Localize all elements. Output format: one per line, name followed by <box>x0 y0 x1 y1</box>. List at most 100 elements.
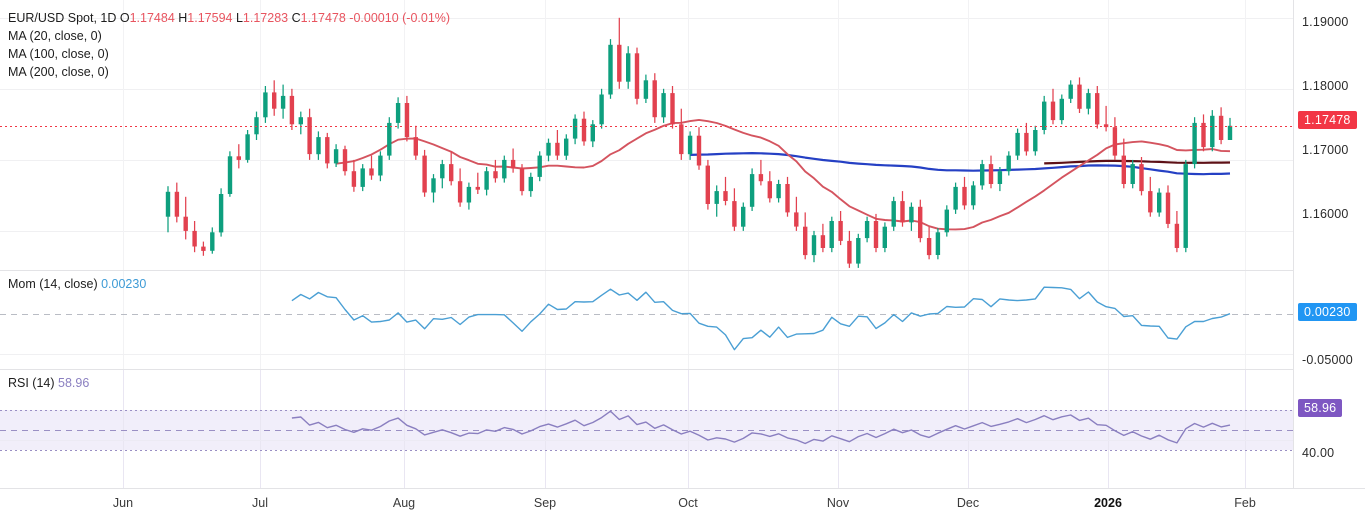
candle-body <box>351 171 357 187</box>
time-label-2026: 2026 <box>1094 496 1122 510</box>
candle-body <box>900 201 905 223</box>
candle-body <box>794 212 799 227</box>
candle-body <box>369 168 374 176</box>
current-price-badge: 1.17478 <box>1298 111 1357 129</box>
candle-body <box>555 142 560 156</box>
candle-body <box>1006 155 1011 172</box>
candle-body <box>1148 191 1153 213</box>
candle-body <box>581 118 587 142</box>
candle-body <box>617 44 622 82</box>
time-label-jun: Jun <box>112 496 134 510</box>
candle-body <box>1068 84 1073 99</box>
panel-divider-1 <box>0 270 1365 271</box>
candle-body <box>1059 98 1064 121</box>
candle-body <box>484 171 489 190</box>
candle-body <box>758 174 764 182</box>
candle-body <box>732 201 737 227</box>
candle-body <box>988 164 994 184</box>
candle-body <box>634 53 640 99</box>
time-axis[interactable]: Jun Jul Aug Sep Oct Nov Dec 2026 Feb <box>0 488 1365 519</box>
candle-body <box>546 142 551 156</box>
candle-body <box>245 134 250 160</box>
candle-body <box>457 181 463 203</box>
candle-body <box>165 191 171 217</box>
candle-body <box>192 230 197 247</box>
candle-body <box>564 138 569 156</box>
candle-body <box>997 171 1003 184</box>
price-panel[interactable] <box>0 0 1293 270</box>
candle-body <box>236 156 241 160</box>
candle-body <box>493 171 498 179</box>
candle-body <box>1050 101 1056 121</box>
candle-body <box>174 191 180 217</box>
candle-body <box>652 80 657 118</box>
candle-body <box>643 80 649 99</box>
axis-label-117: 1.17000 <box>1302 143 1349 157</box>
candle-body <box>962 186 967 206</box>
candle-body <box>679 124 684 155</box>
rsi-panel[interactable] <box>0 370 1293 488</box>
price-plot[interactable] <box>0 0 1293 270</box>
momentum-plot[interactable] <box>0 271 1293 369</box>
candle-body <box>502 159 507 179</box>
candle-body <box>431 178 436 193</box>
candle-body <box>1077 84 1082 109</box>
candle-body <box>687 135 693 155</box>
candle-body <box>1157 192 1162 213</box>
time-label-nov: Nov <box>826 496 850 510</box>
time-label-jul: Jul <box>252 496 268 510</box>
candle-body <box>820 235 826 248</box>
candle-body <box>272 92 277 109</box>
momentum-panel[interactable] <box>0 271 1293 369</box>
rsi-band <box>0 410 1293 450</box>
rsi-plot[interactable] <box>0 370 1293 488</box>
candle-body <box>572 118 578 139</box>
candle-body <box>333 149 339 164</box>
candle-body <box>537 155 542 177</box>
candle-body <box>696 135 702 166</box>
rsi-value-badge: 58.96 <box>1298 399 1343 417</box>
candle-body <box>767 181 772 199</box>
candle-body <box>307 117 312 155</box>
candle-body <box>510 159 516 169</box>
candle-body <box>944 209 949 233</box>
candle-body <box>201 246 206 251</box>
candle-body <box>1227 125 1233 140</box>
candle-body <box>1201 122 1206 148</box>
candle-body <box>1033 130 1038 152</box>
candle-body <box>422 155 427 193</box>
candle-body <box>785 184 790 213</box>
candle-body <box>1218 115 1224 140</box>
candle-body <box>1130 164 1135 184</box>
candle-body <box>723 191 728 201</box>
candle-body <box>1042 101 1047 130</box>
candle-body <box>440 164 445 179</box>
candle-body <box>599 94 604 125</box>
panel-divider-2 <box>0 369 1365 370</box>
candle-body <box>803 226 808 256</box>
candle-body <box>882 226 887 248</box>
candle-body <box>909 206 914 223</box>
price-axis[interactable]: 1.19000 1.18000 1.17000 1.16000 1.17478 … <box>1293 0 1365 488</box>
candle-body <box>864 221 870 239</box>
candle-body <box>891 201 896 227</box>
candle-body <box>590 124 595 142</box>
axis-label-119: 1.19000 <box>1302 15 1349 29</box>
candle-body <box>378 155 383 176</box>
time-label-oct: Oct <box>678 496 698 510</box>
axis-label-mom-low: -0.05000 <box>1302 353 1353 367</box>
candle-body <box>714 191 719 204</box>
candle-body <box>829 221 834 248</box>
candle-body <box>705 165 710 204</box>
candle-body <box>856 238 861 264</box>
candle-body <box>971 185 976 206</box>
candle-body <box>608 44 613 95</box>
candle-body <box>466 186 472 203</box>
candle-body <box>404 103 410 138</box>
ma100-line <box>690 152 1231 176</box>
candle-body <box>838 221 843 241</box>
candle-body <box>776 184 781 199</box>
candle-body <box>980 164 985 186</box>
time-label-dec: Dec <box>956 496 980 510</box>
